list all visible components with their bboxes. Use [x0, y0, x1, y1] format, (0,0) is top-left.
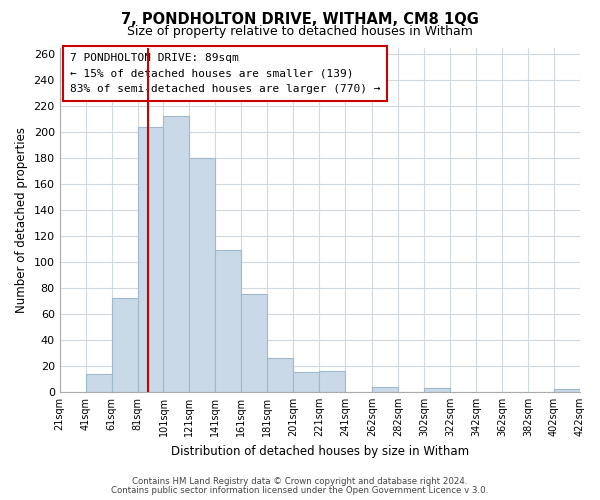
Text: 7 PONDHOLTON DRIVE: 89sqm
← 15% of detached houses are smaller (139)
83% of semi: 7 PONDHOLTON DRIVE: 89sqm ← 15% of detac… [70, 52, 380, 94]
Bar [190, 158, 215, 392]
Bar [137, 127, 163, 392]
Bar [215, 250, 241, 392]
Bar [267, 358, 293, 392]
Text: Size of property relative to detached houses in Witham: Size of property relative to detached ho… [127, 25, 473, 38]
Bar [424, 388, 450, 392]
Text: 7, PONDHOLTON DRIVE, WITHAM, CM8 1QG: 7, PONDHOLTON DRIVE, WITHAM, CM8 1QG [121, 12, 479, 28]
Bar [554, 390, 580, 392]
Bar [112, 298, 137, 392]
Bar [163, 116, 190, 392]
Y-axis label: Number of detached properties: Number of detached properties [15, 126, 28, 312]
Bar [86, 374, 112, 392]
Bar [373, 386, 398, 392]
Text: Contains HM Land Registry data © Crown copyright and database right 2024.: Contains HM Land Registry data © Crown c… [132, 477, 468, 486]
Bar [293, 372, 319, 392]
X-axis label: Distribution of detached houses by size in Witham: Distribution of detached houses by size … [171, 444, 469, 458]
Text: Contains public sector information licensed under the Open Government Licence v : Contains public sector information licen… [112, 486, 488, 495]
Bar [241, 294, 267, 392]
Bar [319, 371, 345, 392]
